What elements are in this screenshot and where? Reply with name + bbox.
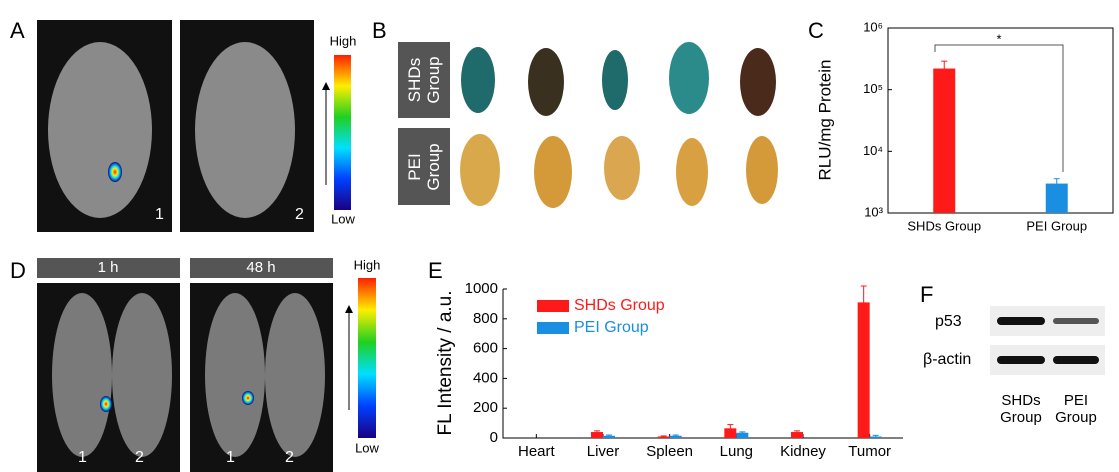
header-bar <box>190 258 333 278</box>
panel-label: E <box>428 258 443 283</box>
bar <box>857 302 870 438</box>
y-tick-label: 1000 <box>465 280 498 297</box>
mouse <box>52 293 112 457</box>
y-tick-label: 10³ <box>864 204 883 219</box>
colorbar-label: Low <box>331 211 355 226</box>
y-tick-label: 800 <box>473 310 498 327</box>
x-tick-label: Spleen <box>646 443 693 460</box>
x-tick-label: PEI Group <box>1026 218 1087 233</box>
mouse <box>205 293 265 457</box>
panel-label: C <box>808 18 824 43</box>
x-tick-label: Kidney <box>780 443 826 460</box>
bar <box>933 68 956 213</box>
y-tick-label: 400 <box>473 369 498 386</box>
mouse <box>112 293 172 457</box>
legend-swatch <box>537 322 569 334</box>
band <box>997 317 1045 325</box>
legend-swatch <box>537 300 569 312</box>
band <box>1053 356 1099 364</box>
signal <box>108 162 122 182</box>
annotation: * <box>996 31 1001 46</box>
band <box>997 356 1045 364</box>
group-label: SHDs Group <box>405 56 443 104</box>
y-tick-label: 10⁶ <box>863 19 883 34</box>
signal <box>100 396 112 412</box>
y-tick-label: 200 <box>473 399 498 416</box>
legend-label: PEI Group <box>574 319 649 336</box>
bar <box>736 432 749 438</box>
colorbar-label: High <box>330 33 357 48</box>
group-label: SHDs Group <box>1000 392 1042 426</box>
bar <box>791 432 803 438</box>
x-tick-label: SHDs Group <box>907 218 981 233</box>
y-tick-label: 10⁴ <box>863 143 883 158</box>
y-axis-label: FL Intensity / a.u. <box>435 290 456 435</box>
timepoint: 48 h <box>246 259 275 276</box>
signal <box>242 391 254 405</box>
bar <box>724 428 737 438</box>
y-tick-label: 0 <box>490 429 498 446</box>
significance-bracket <box>934 44 1064 172</box>
plot-frame <box>887 27 1114 214</box>
x-tick-label: Liver <box>587 443 620 460</box>
group-tag: SHDs Group <box>398 42 450 118</box>
band <box>1053 318 1099 324</box>
band-label: β-actin <box>923 351 971 368</box>
header-bar <box>37 258 180 278</box>
y-tick-label: 10⁵ <box>863 81 883 96</box>
bar <box>657 436 670 438</box>
mouse-label: 2 <box>285 449 294 466</box>
mouse-label: 1 <box>226 449 235 466</box>
y-tick-label: 600 <box>473 340 498 357</box>
x-tick-label: Tumor <box>848 443 891 460</box>
mouse-label: 2 <box>295 206 304 223</box>
tissue-photos <box>460 42 778 208</box>
bar <box>591 432 603 438</box>
panel-label: D <box>10 258 26 283</box>
legend-label: SHDs Group <box>574 297 665 314</box>
arrow-head <box>322 82 330 90</box>
panel-label: A <box>10 18 25 43</box>
mouse <box>48 42 152 218</box>
colorbar <box>358 278 376 438</box>
x-tick-label: Lung <box>720 443 753 460</box>
colorbar-label: Low <box>355 440 379 455</box>
timepoint: 1 h <box>98 259 119 276</box>
colorbar <box>334 55 351 210</box>
group-label: PEI Group <box>1055 392 1097 426</box>
x-tick-label: Heart <box>518 443 556 460</box>
group-label: PEI Group <box>405 142 443 191</box>
y-axis-label: RLU/mg Protein <box>815 60 834 181</box>
bar <box>669 435 682 438</box>
mouse-label: 2 <box>135 449 144 466</box>
mouse <box>195 42 295 218</box>
panel-label: F <box>920 282 933 307</box>
panel-label: B <box>372 18 387 43</box>
bar <box>1045 183 1068 213</box>
mouse <box>265 293 325 457</box>
bar <box>603 435 615 438</box>
arrow-head <box>345 305 353 313</box>
colorbar-label: High <box>354 257 381 272</box>
group-tag: PEI Group <box>398 128 450 205</box>
band-label: p53 <box>935 313 962 330</box>
mouse-label: 1 <box>155 206 164 223</box>
mouse-label: 1 <box>78 449 87 466</box>
